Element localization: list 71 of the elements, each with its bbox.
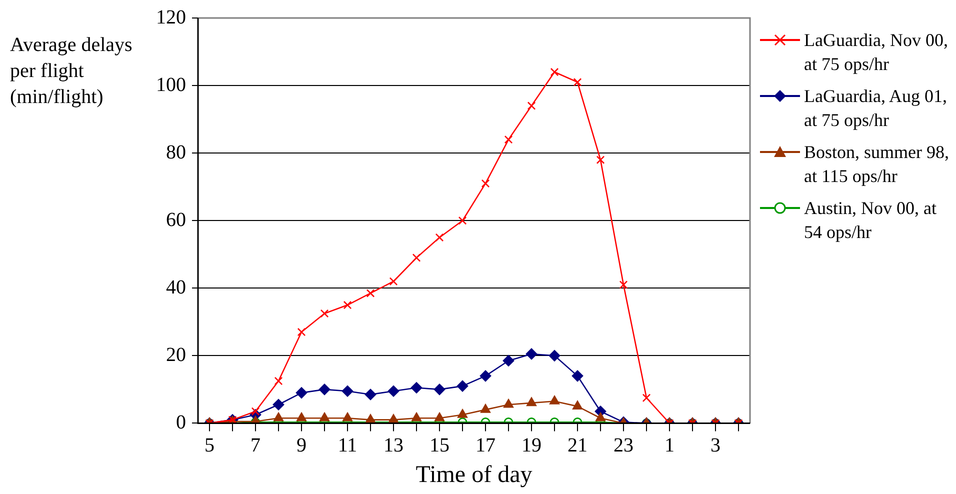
point xyxy=(458,216,467,225)
x-tick-label: 23 xyxy=(614,434,634,456)
point xyxy=(410,382,422,394)
y-tick-label: 0 xyxy=(176,411,186,434)
point xyxy=(412,254,421,262)
point xyxy=(389,277,398,286)
legend-label: Boston, summer 98, at 115 ops/hr xyxy=(804,141,950,188)
x-tick-label: 1 xyxy=(664,434,674,456)
point xyxy=(412,412,422,422)
x-axis-title: Time of day xyxy=(416,462,532,488)
point xyxy=(388,414,398,423)
point xyxy=(526,348,538,360)
point xyxy=(642,394,651,402)
legend-label: LaGuardia, Nov 00, at 75 ops/hr xyxy=(804,29,949,76)
point xyxy=(573,78,582,86)
point xyxy=(434,384,446,396)
point xyxy=(343,300,352,310)
point xyxy=(480,370,492,382)
legend-label: LaGuardia, Aug 01, at 75 ops/hr xyxy=(804,85,948,132)
point xyxy=(272,398,284,410)
point xyxy=(342,412,352,422)
point xyxy=(274,376,283,386)
point xyxy=(274,412,284,422)
point xyxy=(550,396,560,404)
x-tick-label: 15 xyxy=(430,434,450,456)
x-tick-label: 9 xyxy=(296,434,306,456)
point xyxy=(320,412,330,422)
point xyxy=(504,135,513,144)
point xyxy=(527,102,536,110)
point xyxy=(366,414,376,423)
point xyxy=(342,385,354,397)
point xyxy=(364,388,376,400)
x-tick-label: 11 xyxy=(338,434,358,456)
x-tick-label: 19 xyxy=(522,434,542,456)
y-tick-label: 120 xyxy=(156,6,186,28)
point xyxy=(480,404,490,413)
y-tick-label: 60 xyxy=(166,208,186,231)
point xyxy=(320,309,329,318)
point xyxy=(366,289,375,298)
x-tick-label: 7 xyxy=(250,434,260,456)
point xyxy=(458,409,468,418)
point xyxy=(481,179,490,188)
y-axis-title: Average delays per flight (min/flight) xyxy=(10,33,134,110)
x-tick-label: 5 xyxy=(204,434,214,456)
legend-label: Austin, Nov 00, at 54 ops/hr xyxy=(804,197,938,244)
point xyxy=(619,280,628,289)
y-tick-label: 100 xyxy=(156,74,186,96)
point xyxy=(502,355,514,366)
y-tick-label: 20 xyxy=(166,344,186,366)
y-tick-label: 80 xyxy=(166,141,186,164)
point xyxy=(318,384,330,396)
point xyxy=(296,387,308,398)
point xyxy=(572,370,584,382)
x-tick-label: 3 xyxy=(710,434,720,456)
point xyxy=(550,68,559,76)
point xyxy=(596,412,606,422)
x-tick-label: 17 xyxy=(476,434,496,456)
y-tick-label: 40 xyxy=(166,276,186,298)
point xyxy=(596,156,605,164)
point xyxy=(388,385,400,397)
point xyxy=(456,380,468,392)
point xyxy=(504,398,514,408)
point xyxy=(435,233,444,242)
point xyxy=(572,400,582,410)
point xyxy=(526,397,536,406)
x-tick-label: 21 xyxy=(568,434,588,456)
point xyxy=(548,350,560,362)
point xyxy=(296,412,306,422)
point xyxy=(434,412,444,422)
point xyxy=(297,328,306,336)
x-tick-label: 13 xyxy=(384,434,404,456)
